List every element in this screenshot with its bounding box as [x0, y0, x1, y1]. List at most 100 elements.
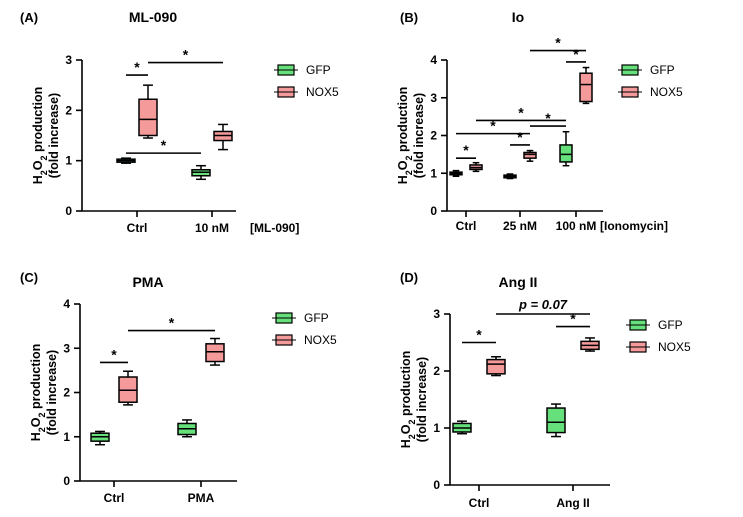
- x-tick-label: PMA: [188, 491, 215, 505]
- significance-star: *: [476, 327, 482, 343]
- y-axis-title-part: 2: [404, 170, 414, 175]
- y-axis-title-line2: (fold increase): [45, 350, 59, 435]
- box-gfp: [559, 130, 573, 167]
- y-tick-label: 4: [63, 297, 70, 311]
- significance-star: *: [518, 104, 524, 120]
- y-tick-label: 3: [63, 341, 70, 355]
- y-tick-label: 1: [430, 166, 437, 180]
- legend-label-gfp: GFP: [658, 318, 683, 332]
- box-gfp: [503, 173, 517, 180]
- panel-title: Ang II: [499, 274, 538, 290]
- y-axis-title-part: O: [29, 417, 43, 427]
- y-axis-title-part: O: [31, 160, 45, 170]
- significance-star: *: [555, 35, 561, 51]
- box-nox5: [213, 123, 233, 151]
- legend-label-nox5: NOX5: [304, 333, 337, 347]
- p-value-label: p = 0.07: [518, 297, 568, 312]
- box-nox5: [523, 149, 537, 162]
- y-tick-label: 1: [433, 421, 440, 435]
- significance-star: *: [545, 110, 551, 126]
- y-axis-title-line2: (fold increase): [415, 357, 429, 442]
- y-axis-title-part: 2: [37, 412, 47, 417]
- y-axis-title-line2: (fold increase): [412, 93, 426, 178]
- y-tick-label: 0: [65, 204, 72, 218]
- box-gfp: [452, 420, 472, 435]
- panel-title: ML-090: [129, 9, 177, 25]
- box-body: [486, 358, 506, 375]
- y-tick-label: 0: [433, 478, 440, 492]
- y-tick-label: 1: [63, 430, 70, 444]
- x-tick-label: Ang II: [556, 496, 589, 510]
- legend-label-gfp: GFP: [304, 311, 329, 325]
- significance-star: *: [169, 315, 175, 331]
- y-tick-label: 3: [430, 91, 437, 105]
- treatment-label: [Ionomycin]: [600, 219, 668, 233]
- box-gfp: [191, 164, 211, 181]
- x-tick-label: 10 nM: [195, 221, 229, 235]
- y-axis-title-part: production: [396, 87, 410, 156]
- panel-label: (B): [400, 10, 418, 25]
- y-axis-title-part: H: [396, 175, 410, 184]
- x-tick-label: 25 nM: [503, 219, 537, 233]
- x-tick-label: Ctrl: [104, 491, 125, 505]
- panel-label: (C): [20, 270, 38, 285]
- y-axis-title: H2O2 production: [31, 87, 49, 185]
- y-axis-title: H2O2 production: [29, 344, 47, 442]
- box-body: [559, 144, 573, 163]
- y-axis-title-part: production: [31, 87, 45, 156]
- box-nox5: [469, 161, 483, 173]
- panel-label: (A): [20, 10, 38, 25]
- box-nox5: [205, 337, 225, 366]
- box-nox5: [118, 370, 138, 406]
- y-tick-label: 2: [433, 364, 440, 378]
- significance-star: *: [183, 47, 189, 63]
- y-axis-title-part: 2: [39, 170, 49, 175]
- y-axis-title-part: H: [399, 439, 413, 448]
- treatment-label: [ML-090]: [250, 221, 299, 235]
- y-tick-label: 0: [63, 474, 70, 488]
- panel-title: PMA: [132, 274, 163, 290]
- box-gfp: [449, 169, 463, 178]
- y-tick-label: 3: [65, 53, 72, 67]
- y-tick-label: 2: [65, 103, 72, 117]
- box-body: [546, 407, 566, 434]
- significance-star: *: [490, 118, 496, 134]
- y-axis-title-part: 2: [37, 427, 47, 432]
- x-tick-label: Ctrl: [127, 221, 148, 235]
- legend-label-nox5: NOX5: [306, 85, 339, 99]
- y-tick-label: 4: [430, 53, 437, 67]
- box-body: [138, 98, 158, 137]
- y-tick-label: 0: [430, 204, 437, 218]
- panel-label: (D): [400, 270, 418, 285]
- y-axis-title-part: 2: [407, 419, 417, 424]
- legend-label-nox5: NOX5: [650, 85, 683, 99]
- y-axis-title-part: H: [31, 175, 45, 184]
- significance-star: *: [517, 129, 523, 145]
- legend-label-nox5: NOX5: [658, 340, 691, 354]
- x-tick-label: Ctrl: [469, 496, 490, 510]
- box-nox5: [138, 84, 158, 139]
- x-tick-label: Ctrl: [456, 219, 477, 233]
- box-body: [523, 151, 537, 159]
- y-axis-title-part: production: [29, 344, 43, 413]
- y-axis-title-part: 2: [39, 155, 49, 160]
- y-axis-title-part: O: [396, 160, 410, 170]
- legend-label-gfp: GFP: [306, 63, 331, 77]
- box-nox5: [579, 66, 593, 105]
- significance-star: *: [161, 137, 167, 153]
- significance-star: *: [573, 46, 579, 62]
- y-axis-title-part: H: [29, 432, 43, 441]
- box-nox5: [580, 337, 600, 352]
- significance-star: *: [570, 311, 576, 327]
- box-nox5: [486, 356, 506, 377]
- significance-star: *: [111, 346, 117, 362]
- y-tick-label: 3: [433, 307, 440, 321]
- panel-2: (C) PMA 0 1 2 3 4 Ctrl PMA H2O2 production (fold i…: [20, 270, 337, 505]
- significance-star: *: [463, 142, 469, 158]
- y-axis-title-part: 2: [407, 434, 417, 439]
- y-tick-label: 1: [65, 154, 72, 168]
